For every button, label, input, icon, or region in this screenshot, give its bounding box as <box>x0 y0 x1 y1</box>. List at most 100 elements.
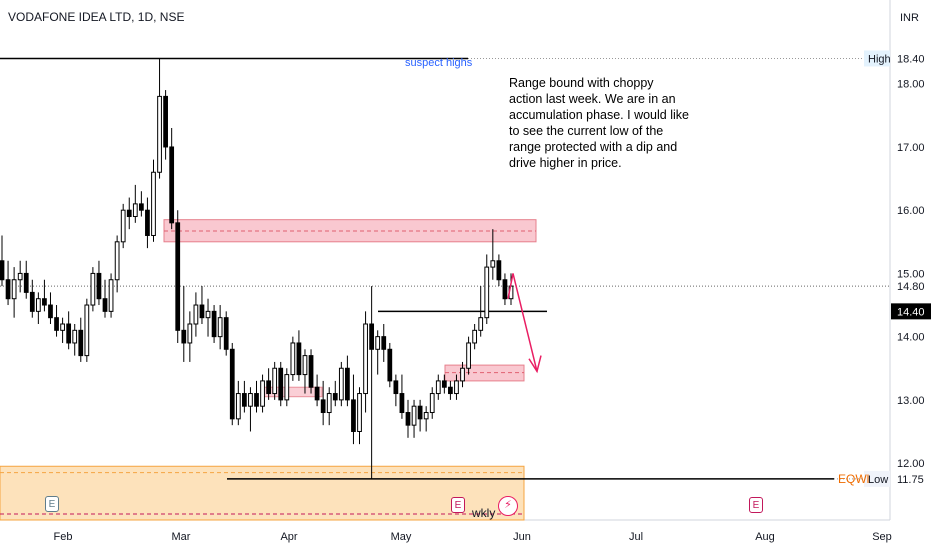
earnings-icon[interactable]: E <box>749 497 763 513</box>
currency-label: INR <box>900 12 919 24</box>
projection-arrowhead <box>528 355 542 374</box>
candle-body <box>338 367 344 401</box>
candle-body <box>35 298 41 312</box>
candle-body <box>0 260 5 281</box>
y-tick-label: 16.00 <box>897 205 925 217</box>
candle-body <box>272 367 278 395</box>
candle-body <box>454 380 459 395</box>
candle-body <box>448 386 453 395</box>
candle-body <box>490 260 496 268</box>
candle-body <box>363 323 368 395</box>
candle-body <box>169 146 175 224</box>
candle-body <box>496 260 502 281</box>
candle-body <box>108 279 114 312</box>
candle-body <box>223 317 229 350</box>
candle-body <box>405 412 411 426</box>
candle-body <box>375 336 381 350</box>
candle-body <box>278 367 284 401</box>
candle-body <box>466 342 471 369</box>
candle-body <box>242 393 247 407</box>
candle-body <box>435 380 441 395</box>
earnings-icon[interactable]: E <box>45 496 59 512</box>
candle-body <box>157 95 162 173</box>
lightning-icon[interactable]: ⚡ <box>498 496 518 516</box>
candle-body <box>254 393 259 407</box>
candle-body <box>187 323 193 344</box>
analysis-note: Range bound with choppy action last week… <box>509 76 689 170</box>
candle-body <box>66 323 72 344</box>
candle-body <box>326 393 332 414</box>
candle-body <box>369 323 375 350</box>
candle-body <box>217 317 223 338</box>
candle-body <box>399 393 405 414</box>
high-tag-bg <box>864 50 890 67</box>
candle-body <box>260 380 265 407</box>
candle-body <box>29 291 35 312</box>
candle-body <box>72 329 78 344</box>
candle-body <box>308 355 314 388</box>
candle-body <box>393 380 399 395</box>
x-tick-label: Apr <box>280 531 297 543</box>
range-price-label-bg <box>891 303 931 320</box>
candle-body <box>229 348 235 420</box>
candle-body <box>5 279 11 300</box>
x-tick-label: Feb <box>54 531 73 543</box>
candle-body <box>78 329 84 357</box>
y-tick-label: 17.00 <box>897 142 925 154</box>
candle-body <box>411 405 417 426</box>
candle-body <box>96 272 102 300</box>
candle-body <box>145 209 150 236</box>
earnings-icon[interactable]: E <box>451 497 465 513</box>
high-tag: High <box>868 53 891 65</box>
candle-body <box>163 95 168 148</box>
candle-body <box>48 304 53 319</box>
candle-body <box>478 317 484 331</box>
low-tag-bg <box>864 470 890 487</box>
candle-body <box>199 304 205 319</box>
y-tick-label: 15.00 <box>897 268 925 280</box>
wkly-label: wkly <box>472 506 496 520</box>
candle-body <box>60 323 65 331</box>
candle-body <box>138 203 144 211</box>
candle-body <box>484 266 490 319</box>
x-tick-label: Sep <box>872 531 892 543</box>
candle-body <box>460 367 465 382</box>
y-tick-label: 14.00 <box>897 332 925 344</box>
high-price-label-bg <box>891 50 931 67</box>
y-tick-label: 12.00 <box>897 458 925 470</box>
candle-body <box>84 304 90 357</box>
candle-body <box>290 342 296 376</box>
candle-body <box>181 329 187 344</box>
last-price-label-bg <box>891 278 931 295</box>
candle-body <box>54 317 59 331</box>
low-price-label-bg <box>891 470 931 487</box>
candle-body <box>441 380 447 388</box>
range-price-label: 14.40 <box>897 306 925 318</box>
candle-body <box>417 405 423 420</box>
suspect-highs-label: suspect highs <box>405 57 473 69</box>
small-zone <box>261 386 323 398</box>
high-price-label: 18.40 <box>897 53 925 65</box>
candle-body <box>387 348 393 382</box>
candle-body <box>345 367 350 401</box>
symbol-title[interactable]: VODAFONE IDEA LTD, 1D, NSE <box>8 10 185 24</box>
low-price-label: 11.75 <box>897 474 924 486</box>
candle-body <box>423 412 429 420</box>
candle-body <box>284 374 290 401</box>
candle-body <box>472 329 478 344</box>
candle-body <box>151 171 156 236</box>
x-tick-label: Mar <box>172 531 191 543</box>
candle-body <box>357 393 362 432</box>
candle-body <box>132 203 138 218</box>
candle-body <box>120 209 126 243</box>
candle-body <box>23 272 29 293</box>
candle-body <box>211 310 217 338</box>
last-price-label: 14.80 <box>897 281 925 293</box>
candle-body <box>429 393 435 414</box>
candle-body <box>296 342 302 376</box>
candle-body <box>90 272 96 306</box>
eqwl-label: EQWl <box>838 472 869 486</box>
candle-body <box>266 380 271 395</box>
